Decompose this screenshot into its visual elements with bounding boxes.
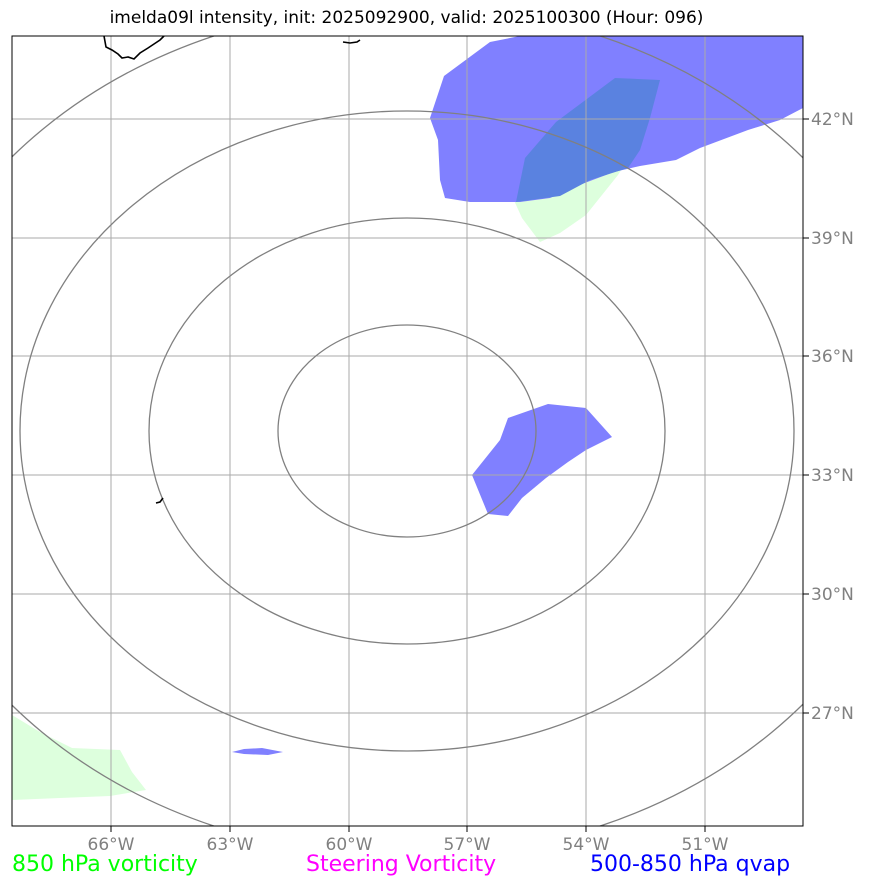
longitude-labels: 66°W 63°W 60°W 57°W 54°W 51°W bbox=[88, 835, 729, 855]
lat-label-33n: 33°N bbox=[811, 466, 854, 486]
legend-qvap: 500-850 hPa qvap bbox=[590, 852, 791, 877]
coastline-nova-scotia bbox=[103, 36, 165, 60]
lon-label-57w: 57°W bbox=[444, 835, 491, 855]
lat-label-42n: 42°N bbox=[811, 110, 854, 130]
legend-850-vorticity: 850 hPa vorticity bbox=[12, 852, 198, 877]
latitude-labels: 42°N 39°N 36°N 33°N 30°N 27°N bbox=[811, 110, 854, 724]
lon-label-51w: 51°W bbox=[682, 835, 729, 855]
qvap-area-small bbox=[232, 748, 283, 755]
qvap-area-center bbox=[472, 404, 612, 516]
range-rings bbox=[12, 36, 803, 826]
range-ring-3 bbox=[19, 110, 795, 752]
lat-label-39n: 39°N bbox=[811, 229, 854, 249]
range-ring-1 bbox=[277, 324, 537, 538]
figure-title: imelda09l intensity, init: 2025092900, v… bbox=[109, 8, 704, 28]
axis-ticks bbox=[110, 118, 809, 832]
lat-label-27n: 27°N bbox=[811, 704, 854, 724]
plot-frame bbox=[11, 35, 804, 827]
legend-steering-vorticity: Steering Vorticity bbox=[306, 852, 497, 877]
lon-label-60w: 60°W bbox=[326, 835, 373, 855]
lon-label-54w: 54°W bbox=[563, 835, 610, 855]
lat-label-30n: 30°N bbox=[811, 585, 854, 605]
plot-area bbox=[12, 36, 803, 826]
coastline-newfoundland-edge bbox=[342, 39, 361, 44]
qvap-overlap-area bbox=[516, 78, 660, 202]
vorticity-area-southwest bbox=[12, 715, 146, 800]
coastlines bbox=[103, 36, 361, 504]
coastline-bermuda bbox=[155, 497, 164, 504]
lat-label-36n: 36°N bbox=[811, 347, 854, 367]
lon-label-63w: 63°W bbox=[207, 835, 254, 855]
range-ring-2 bbox=[148, 217, 666, 645]
graticule bbox=[12, 36, 803, 826]
lon-label-66w: 66°W bbox=[88, 835, 135, 855]
